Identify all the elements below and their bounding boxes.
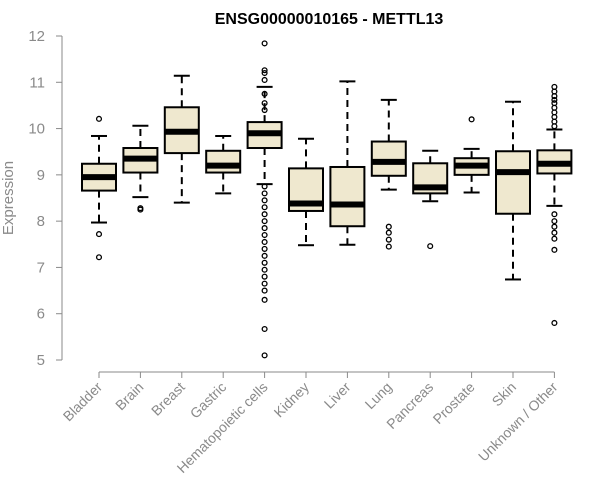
x-tick-label: Skin bbox=[489, 379, 520, 410]
box-group bbox=[163, 74, 200, 204]
box-iqr bbox=[329, 165, 366, 228]
outlier-point bbox=[261, 259, 268, 266]
outlier-point bbox=[551, 211, 558, 218]
outlier-point bbox=[261, 238, 268, 246]
outlier-point bbox=[261, 211, 268, 218]
outlier-point bbox=[551, 235, 558, 242]
box-group bbox=[370, 98, 407, 250]
outlier-point bbox=[261, 69, 268, 77]
outlier-point bbox=[261, 190, 268, 197]
y-tick-label: 6 bbox=[37, 306, 45, 323]
box-group bbox=[122, 124, 159, 213]
outlier-point bbox=[261, 100, 268, 107]
x-tick-label: Kidney bbox=[271, 379, 313, 421]
box-group bbox=[329, 80, 366, 246]
outlier-point bbox=[261, 183, 268, 190]
chart-title: ENSG00000010165 - METTL13 bbox=[215, 11, 444, 28]
box-group bbox=[536, 83, 573, 327]
outlier-point bbox=[551, 218, 558, 225]
box-group bbox=[453, 116, 490, 194]
y-axis: 5 6 7 8 9 10 11 12 bbox=[28, 28, 63, 369]
outlier-point bbox=[551, 93, 558, 100]
outlier-point bbox=[261, 296, 268, 303]
outlier-point bbox=[261, 76, 268, 84]
outlier-point bbox=[385, 236, 392, 243]
outlier-point bbox=[551, 229, 558, 236]
outlier-point bbox=[261, 252, 268, 259]
outlier-point bbox=[551, 123, 558, 130]
x-tick-label: Breast bbox=[148, 379, 188, 419]
x-tick-label: Bladder bbox=[60, 379, 106, 425]
x-tick-label: Unknown / Other bbox=[475, 379, 561, 465]
outlier-point bbox=[261, 67, 268, 74]
box-group bbox=[288, 137, 324, 247]
outlier-point bbox=[427, 243, 434, 250]
x-tick-label: Prostate bbox=[430, 379, 478, 427]
outlier-point bbox=[468, 116, 475, 123]
outlier-point bbox=[95, 115, 103, 122]
outlier-point bbox=[137, 205, 144, 212]
y-tick-label: 10 bbox=[28, 121, 45, 138]
y-tick-label: 9 bbox=[37, 167, 45, 184]
y-tick-label: 8 bbox=[37, 213, 45, 230]
x-tick-label: Liver bbox=[321, 379, 354, 412]
box-series bbox=[81, 40, 573, 359]
outlier-point bbox=[261, 325, 268, 333]
outlier-point bbox=[261, 287, 268, 294]
outlier-point bbox=[261, 204, 268, 211]
outlier-point bbox=[261, 40, 268, 47]
box-group bbox=[495, 100, 531, 281]
outlier-point bbox=[261, 352, 268, 359]
outlier-point bbox=[261, 266, 268, 273]
outlier-point bbox=[261, 245, 268, 252]
y-tick-label: 7 bbox=[37, 259, 45, 276]
box-group bbox=[81, 115, 117, 261]
y-axis-label: Expression bbox=[0, 161, 17, 235]
outlier-point bbox=[95, 231, 103, 238]
outlier-point bbox=[261, 218, 268, 225]
outlier-point bbox=[261, 197, 268, 204]
outlier-point bbox=[551, 246, 558, 253]
outlier-point bbox=[385, 243, 392, 250]
box-iqr bbox=[205, 149, 242, 174]
box-iqr bbox=[495, 150, 531, 215]
outlier-point bbox=[385, 223, 392, 230]
box-group bbox=[205, 134, 242, 195]
outlier-point bbox=[261, 231, 268, 239]
outlier-point bbox=[95, 254, 103, 261]
y-tick-label: 12 bbox=[28, 28, 45, 45]
outlier-point bbox=[261, 280, 268, 287]
outlier-point bbox=[551, 96, 558, 103]
outlier-point bbox=[261, 225, 268, 232]
y-tick-label: 11 bbox=[29, 74, 45, 91]
outlier-point bbox=[261, 273, 268, 280]
y-tick-label: 5 bbox=[37, 352, 45, 369]
outlier-point bbox=[261, 107, 268, 114]
outlier-point bbox=[551, 223, 558, 230]
box-group bbox=[412, 149, 449, 250]
box-iqr bbox=[370, 140, 407, 177]
outlier-point bbox=[385, 229, 392, 236]
x-tick-label: Brain bbox=[112, 379, 146, 413]
box-group bbox=[246, 40, 283, 359]
outlier-point bbox=[551, 319, 558, 327]
x-tick-label: Lung bbox=[362, 379, 395, 412]
outlier-point bbox=[261, 90, 268, 97]
